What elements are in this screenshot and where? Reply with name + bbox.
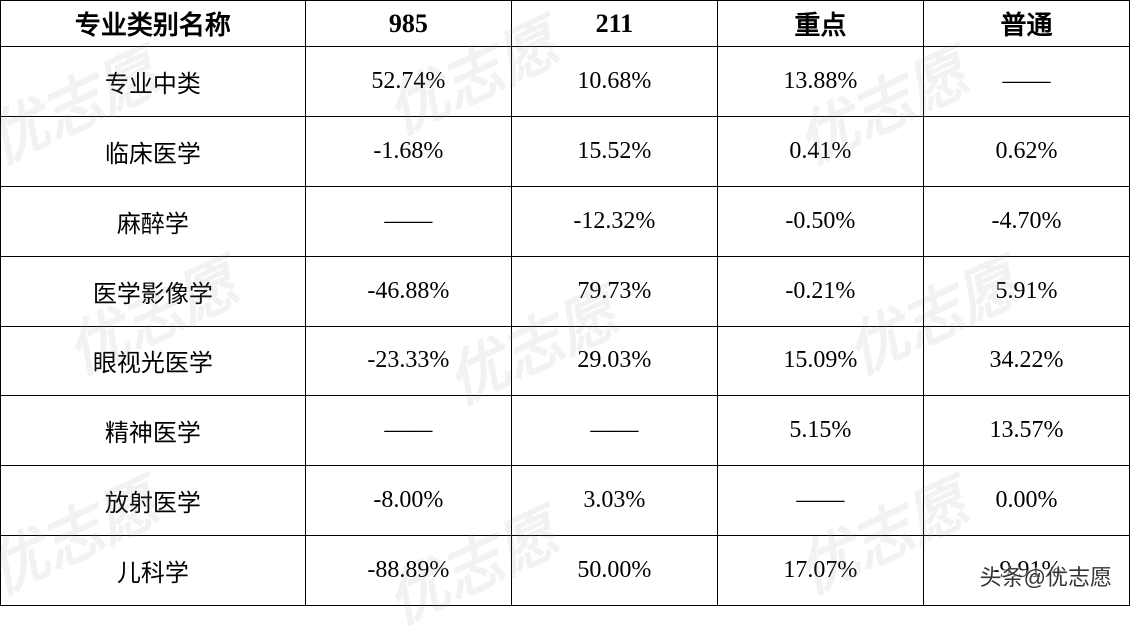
cell-value: -88.89% [305, 536, 511, 606]
header-col-985: 985 [305, 1, 511, 47]
cell-value: 52.74% [305, 47, 511, 117]
header-col-normal: 普通 [923, 1, 1129, 47]
header-col-211: 211 [511, 1, 717, 47]
cell-value: —— [923, 47, 1129, 117]
table-container: 专业类别名称 985 211 重点 普通 专业中类 52.74% 10.68% … [0, 0, 1130, 606]
cell-value: 3.03% [511, 466, 717, 536]
cell-value: —— [305, 396, 511, 466]
cell-value: 15.09% [717, 326, 923, 396]
attribution-text: 头条@优志愿 [980, 560, 1112, 592]
header-row: 专业类别名称 985 211 重点 普通 [1, 1, 1130, 47]
cell-value: 50.00% [511, 536, 717, 606]
cell-value: -12.32% [511, 186, 717, 256]
table-row: 专业中类 52.74% 10.68% 13.88% —— [1, 47, 1130, 117]
cell-value: -0.50% [717, 186, 923, 256]
cell-name: 临床医学 [1, 116, 306, 186]
cell-name: 精神医学 [1, 396, 306, 466]
cell-value: 5.91% [923, 256, 1129, 326]
cell-value: -0.21% [717, 256, 923, 326]
cell-value: 17.07% [717, 536, 923, 606]
cell-value: —— [717, 466, 923, 536]
cell-value: 13.57% [923, 396, 1129, 466]
cell-name: 眼视光医学 [1, 326, 306, 396]
table-row: 精神医学 —— —— 5.15% 13.57% [1, 396, 1130, 466]
cell-value: -46.88% [305, 256, 511, 326]
cell-name: 麻醉学 [1, 186, 306, 256]
table-row: 麻醉学 —— -12.32% -0.50% -4.70% [1, 186, 1130, 256]
cell-value: 29.03% [511, 326, 717, 396]
cell-value: —— [305, 186, 511, 256]
cell-value: 15.52% [511, 116, 717, 186]
header-col-keypoint: 重点 [717, 1, 923, 47]
cell-value: 0.62% [923, 116, 1129, 186]
cell-value: -4.70% [923, 186, 1129, 256]
cell-value: 0.00% [923, 466, 1129, 536]
cell-value: 34.22% [923, 326, 1129, 396]
data-table: 专业类别名称 985 211 重点 普通 专业中类 52.74% 10.68% … [0, 0, 1130, 606]
cell-value: 10.68% [511, 47, 717, 117]
cell-name: 专业中类 [1, 47, 306, 117]
table-row: 儿科学 -88.89% 50.00% 17.07% -9.91% [1, 536, 1130, 606]
cell-value: -23.33% [305, 326, 511, 396]
cell-value: 5.15% [717, 396, 923, 466]
table-row: 放射医学 -8.00% 3.03% —— 0.00% [1, 466, 1130, 536]
header-col-name: 专业类别名称 [1, 1, 306, 47]
cell-value: 79.73% [511, 256, 717, 326]
table-row: 临床医学 -1.68% 15.52% 0.41% 0.62% [1, 116, 1130, 186]
cell-value: 13.88% [717, 47, 923, 117]
table-row: 医学影像学 -46.88% 79.73% -0.21% 5.91% [1, 256, 1130, 326]
table-row: 眼视光医学 -23.33% 29.03% 15.09% 34.22% [1, 326, 1130, 396]
cell-value: -1.68% [305, 116, 511, 186]
cell-name: 儿科学 [1, 536, 306, 606]
cell-name: 医学影像学 [1, 256, 306, 326]
cell-value: -8.00% [305, 466, 511, 536]
cell-value: —— [511, 396, 717, 466]
cell-value: 0.41% [717, 116, 923, 186]
cell-name: 放射医学 [1, 466, 306, 536]
